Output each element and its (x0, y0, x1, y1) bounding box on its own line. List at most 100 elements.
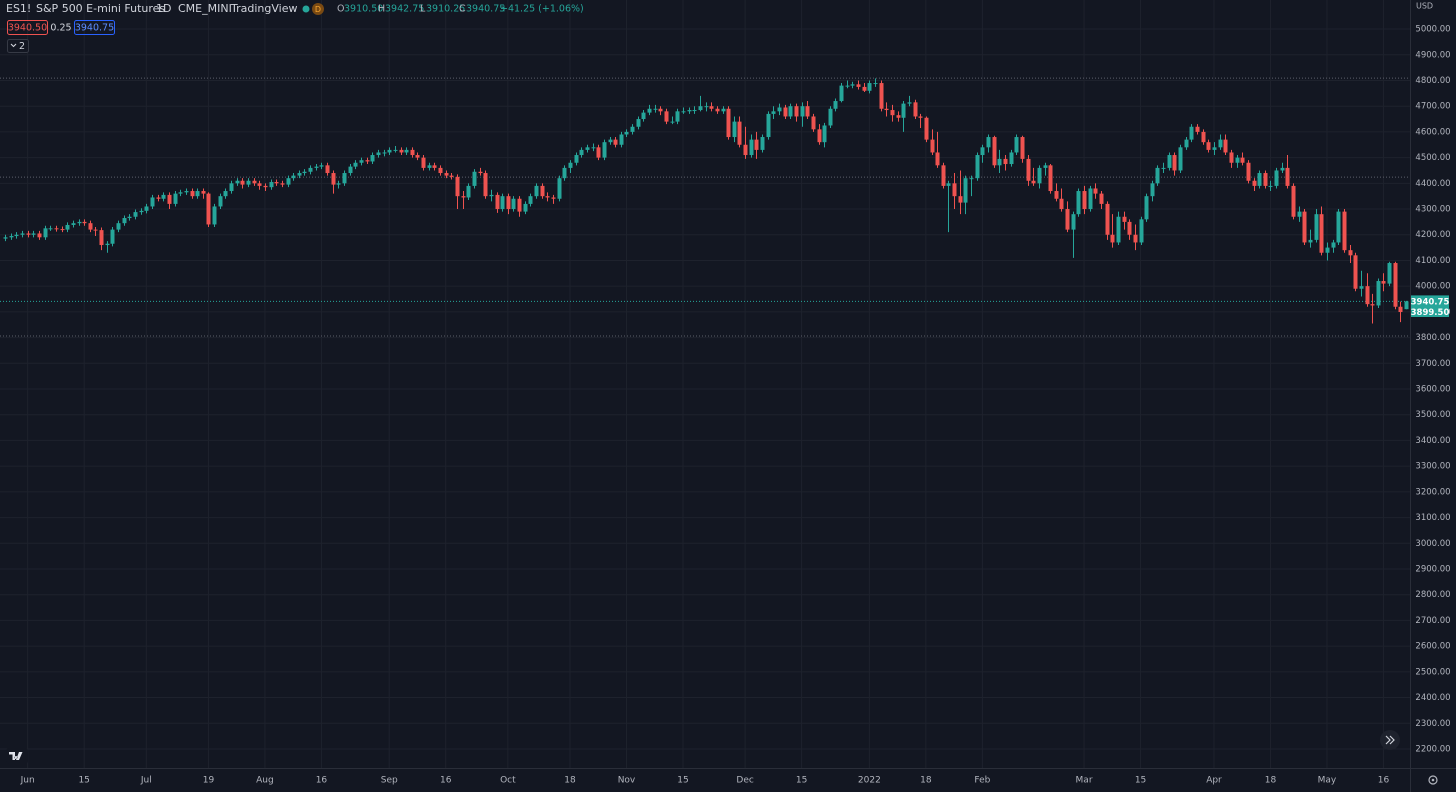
candle-body (1020, 137, 1025, 159)
candle-body (534, 185, 539, 197)
spread: 0.25 (50, 23, 71, 34)
candle-body (421, 157, 426, 168)
candle-body (918, 116, 923, 118)
candle-body (726, 108, 731, 138)
candle-body (749, 139, 754, 156)
candle-body (658, 108, 663, 112)
candle-body (286, 178, 291, 185)
candle-body (952, 183, 957, 197)
candle-body (862, 86, 867, 91)
x-tick-label: Feb (974, 776, 990, 786)
indicators-toggle[interactable] (7, 39, 29, 53)
candle-body (449, 175, 454, 177)
candle-body (150, 197, 155, 207)
candle-body (1398, 306, 1403, 313)
candle-body (1082, 191, 1087, 210)
candle-body (71, 223, 76, 225)
candle-body (122, 218, 127, 224)
candle-body (1088, 188, 1093, 210)
candle-body (1201, 131, 1206, 143)
ask-box[interactable] (74, 20, 115, 35)
candle-body (579, 149, 584, 156)
candle-body (144, 206, 149, 211)
scroll-to-realtime[interactable] (1380, 730, 1400, 750)
candle-body (528, 196, 533, 204)
y-tick-label: 2700.00 (1415, 616, 1450, 626)
y-tick-label: 4300.00 (1415, 205, 1450, 215)
candle-body (653, 108, 658, 110)
candle-body (839, 85, 844, 102)
y-tick-label: 4200.00 (1415, 230, 1450, 240)
y-tick-label: 4400.00 (1415, 179, 1450, 189)
y-tick-label: 4500.00 (1415, 153, 1450, 163)
candle-body (31, 233, 36, 235)
x-tick-label: Apr (1206, 776, 1222, 786)
candle-body (291, 175, 296, 179)
candle-body (1105, 203, 1110, 235)
candle-body (393, 149, 398, 151)
instrument-name: S&P 500 E-mini Futures (36, 2, 165, 15)
y-tick-label: 2900.00 (1415, 564, 1450, 574)
candle-body (930, 139, 935, 153)
bid-box[interactable] (7, 20, 48, 35)
candle-body (246, 180, 251, 185)
candle-body (771, 111, 776, 114)
candle-body (229, 183, 234, 192)
candle-body (20, 233, 25, 235)
candle-body (173, 193, 178, 204)
candle-body (732, 121, 737, 138)
candle-body (1404, 301, 1409, 310)
candle-body (692, 110, 697, 112)
candle-body (269, 182, 274, 188)
candle-body (302, 171, 307, 174)
price-label: 3940.75 (1411, 297, 1450, 307)
y-tick-label: 3700.00 (1415, 359, 1450, 369)
settings-icon[interactable] (1428, 775, 1438, 785)
candle-body (432, 165, 437, 168)
candle-body (1285, 167, 1290, 186)
candle-body (873, 83, 878, 85)
candle-body (805, 106, 810, 117)
candle-body (127, 216, 132, 219)
settings-icon-dot (1431, 778, 1435, 782)
y-tick-label: 3800.00 (1415, 333, 1450, 343)
y-tick-label: 3100.00 (1415, 513, 1450, 523)
legend-open: 3910.50 (344, 4, 383, 15)
candle-body (167, 194, 172, 204)
candle-body (1212, 147, 1217, 150)
x-tick-label: 18 (1265, 776, 1277, 786)
candle-body (1229, 152, 1234, 163)
candle-body (721, 108, 726, 112)
candle-body (506, 196, 511, 210)
candle-body (297, 173, 302, 176)
legend-low: 3910.25 (426, 4, 465, 15)
candle-body (574, 155, 579, 163)
candle-body (1195, 126, 1200, 132)
x-tick-label: Dec (736, 776, 753, 786)
legend-high-label: H (378, 4, 385, 15)
candle-body (252, 180, 257, 184)
candle-body (1127, 221, 1132, 235)
candle-body (1043, 165, 1048, 168)
x-tick-label: 15 (78, 776, 89, 786)
candle-body (26, 233, 31, 235)
y-tick-label: 3500.00 (1415, 410, 1450, 420)
candle-body (1099, 193, 1104, 204)
y-tick-label: 2400.00 (1415, 693, 1450, 703)
y-tick-label: 2600.00 (1415, 642, 1450, 652)
candle-body (737, 121, 742, 145)
legend-close: 3940.75 (466, 4, 505, 15)
candle-body (116, 223, 121, 230)
settings[interactable] (1428, 775, 1438, 785)
y-tick-label: 4000.00 (1415, 282, 1450, 292)
candle-body (190, 191, 195, 197)
exchange: CME_MINI (178, 2, 232, 15)
candle-body (54, 228, 59, 230)
candle-body (9, 236, 14, 238)
x-tick-label: 16 (316, 776, 328, 786)
candle-body (376, 152, 381, 156)
candle-body (257, 183, 262, 186)
candle-body (1133, 234, 1138, 243)
candle-body (624, 131, 629, 135)
candle-body (14, 234, 19, 237)
